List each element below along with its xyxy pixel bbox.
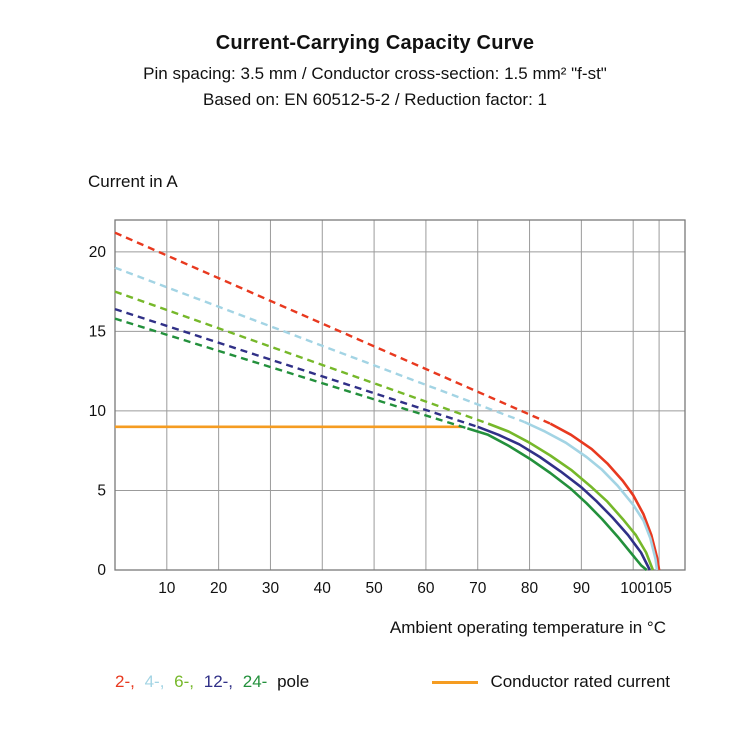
legend-pole-suffix: pole xyxy=(277,672,310,691)
svg-text:5: 5 xyxy=(97,482,106,499)
chart-subtitle-standard: Based on: EN 60512-5-2 / Reduction facto… xyxy=(203,89,547,109)
svg-text:10: 10 xyxy=(89,403,107,420)
chart-subtitle-spacing: Pin spacing: 3.5 mm / Conductor cross-se… xyxy=(143,64,607,83)
svg-text:50: 50 xyxy=(365,580,383,597)
legend-pole-12: 12-, xyxy=(203,672,234,691)
chart-title: Current-Carrying Capacity Curve xyxy=(215,32,535,54)
curve-24-pole-dashed xyxy=(114,317,468,430)
svg-text:105: 105 xyxy=(646,580,672,597)
y-axis-title: Current in A xyxy=(88,172,178,191)
legend: 2-, 4-, 6-, 12-, 24- pole Conductor rate… xyxy=(115,672,670,692)
curve-6-pole-dashed xyxy=(114,290,489,425)
curve-6-pole-solid xyxy=(487,422,655,571)
x-axis-title: Ambient operating temperature in °C xyxy=(389,618,666,637)
curve-12-pole-dashed xyxy=(114,307,479,428)
capacity-curve-chart: 10 20 30 40 50 60 70 80 90 100 105 0 5 10 15 20 xyxy=(89,219,686,597)
curve-2-pole-solid xyxy=(549,422,661,571)
chart-header: Current-Carrying Capacity Curve Pin spac… xyxy=(0,32,750,112)
curve-4-pole-solid xyxy=(523,420,659,571)
curve-2-pole-dashed xyxy=(114,231,551,425)
legend-pole-counts: 2-, 4-, 6-, 12-, 24- pole xyxy=(115,672,309,692)
curve-24-pole-solid xyxy=(467,427,648,571)
svg-text:0: 0 xyxy=(97,562,106,579)
svg-text:10: 10 xyxy=(158,580,176,597)
svg-text:40: 40 xyxy=(314,580,332,597)
svg-text:90: 90 xyxy=(573,580,591,597)
curve-12-pole-solid xyxy=(477,425,651,571)
svg-text:15: 15 xyxy=(89,323,106,340)
svg-text:100: 100 xyxy=(620,580,646,597)
rated-current-line-swatch xyxy=(432,680,479,684)
svg-text:70: 70 xyxy=(469,580,487,597)
series-curves xyxy=(114,231,661,571)
plot-border xyxy=(114,219,686,571)
svg-text:80: 80 xyxy=(521,580,539,597)
legend-pole-24: 24- xyxy=(242,672,268,691)
y-tick-labels: 0 5 10 15 20 xyxy=(89,244,107,579)
legend-pole-6: 6-, xyxy=(174,672,194,691)
svg-text:20: 20 xyxy=(210,580,228,597)
legend-pole-2: 2-, xyxy=(115,672,135,691)
grid-lines xyxy=(115,220,685,570)
x-tick-labels: 10 20 30 40 50 60 70 80 90 100 105 xyxy=(158,580,672,597)
rated-current-label: Conductor rated current xyxy=(490,672,670,691)
svg-text:20: 20 xyxy=(89,244,107,261)
legend-pole-4: 4-, xyxy=(144,672,165,691)
svg-text:60: 60 xyxy=(417,580,435,597)
curve-4-pole-dashed xyxy=(114,266,525,424)
legend-rated-current: Conductor rated current xyxy=(432,672,670,692)
svg-text:30: 30 xyxy=(262,580,280,597)
